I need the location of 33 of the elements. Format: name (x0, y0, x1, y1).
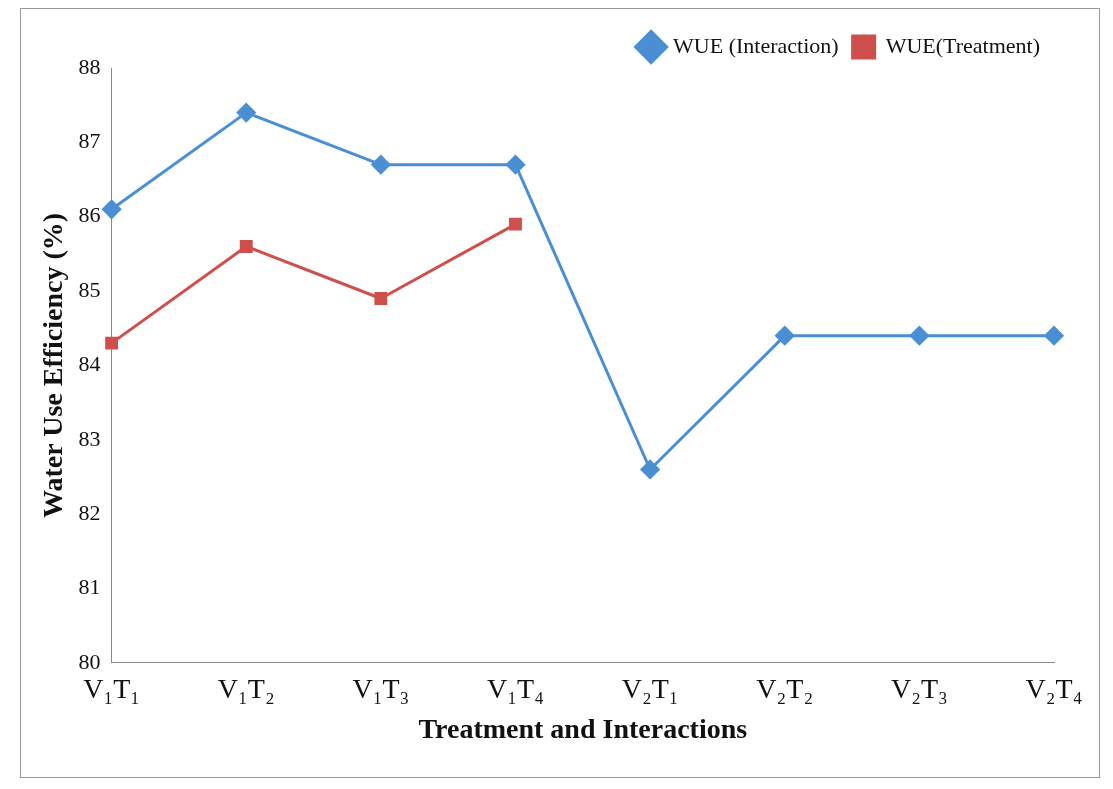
y-tick-label: 81 (78, 574, 101, 600)
x-tick-label: V₂T₁ (621, 672, 679, 704)
x-axis-title: Treatment and Interactions (418, 713, 748, 745)
y-tick-label: 86 (78, 202, 101, 228)
point (371, 155, 391, 175)
y-tick-label: 85 (78, 276, 101, 302)
point (640, 459, 660, 479)
point (102, 199, 122, 219)
point (239, 239, 253, 253)
point (374, 292, 388, 305)
y-tick-label: 88 (78, 53, 101, 79)
point (909, 326, 929, 346)
x-tick-label: V₁T₁ (83, 672, 141, 704)
x-tick-label: V₂T₂ (756, 672, 814, 704)
legend-label: WUE(Treatment) (885, 32, 1041, 58)
point (105, 336, 119, 350)
x-tick-label: V₂T₄ (1025, 672, 1083, 704)
x-tick-label: V₁T₄ (487, 672, 544, 704)
point (505, 155, 525, 175)
x-tick-label: V₁T₂ (217, 672, 275, 704)
point (775, 326, 795, 346)
y-tick-label: 82 (78, 499, 101, 525)
y-tick-label: 84 (78, 351, 101, 377)
point (1044, 326, 1064, 346)
y-tick-label: 87 (78, 128, 101, 154)
legend-label: WUE (Interaction) (673, 32, 839, 58)
x-tick-label: V₁T₃ (352, 672, 410, 704)
x-tick-label: V₂T₃ (890, 672, 948, 704)
point (509, 217, 522, 231)
point (236, 103, 256, 123)
y-tick-label: 80 (78, 648, 101, 674)
y-axis-title: Water Use Efficiency (%) (37, 212, 69, 518)
y-tick-label: 83 (78, 425, 101, 451)
